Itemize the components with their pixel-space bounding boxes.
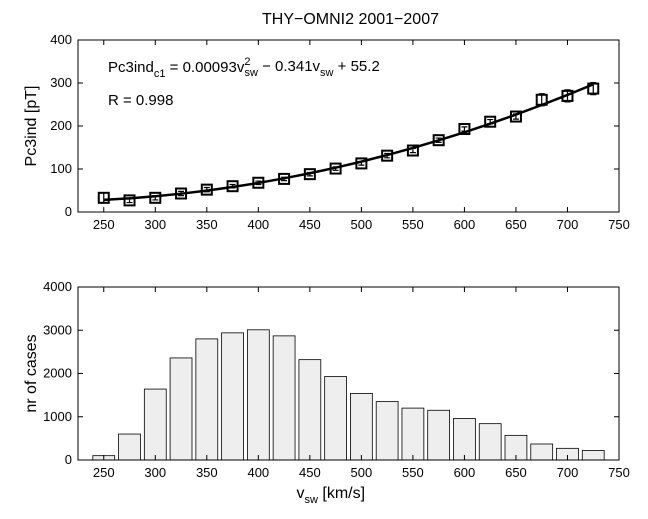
axes-background [78, 40, 619, 212]
bar [530, 443, 554, 461]
x-tick-label: 750 [608, 465, 630, 480]
x-tick-label: 700 [557, 217, 579, 232]
marker [123, 194, 136, 207]
text-part: sw [244, 67, 258, 79]
y-tick-label: 4000 [43, 279, 72, 294]
y-tick-label: 0 [65, 204, 72, 219]
bar [298, 359, 322, 461]
x-tick-label: 650 [505, 217, 527, 232]
x-tick-label: 650 [505, 465, 527, 480]
bar [478, 423, 502, 461]
bar [350, 392, 373, 461]
text-part: R = 0.998 [108, 92, 173, 109]
bar [169, 357, 193, 461]
bar [453, 418, 476, 461]
bar [272, 335, 296, 461]
annotation: Pc3indc1 = 0.00093v2 sw − 0.341vsw + 55.2 [108, 56, 380, 80]
text-part: = 0.00093v [166, 59, 245, 76]
x-tick-label: 700 [557, 465, 579, 480]
y-tick-label: 3000 [43, 322, 72, 337]
bar [581, 450, 605, 461]
x-tick-label: 450 [299, 217, 321, 232]
bar [221, 332, 244, 461]
text-part: v [297, 485, 305, 502]
x-tick-label: 350 [196, 465, 218, 480]
y-tick-label: 300 [50, 75, 72, 90]
bar [375, 401, 399, 461]
x-tick-label: 250 [93, 465, 115, 480]
marker [97, 191, 110, 204]
bar [118, 433, 141, 461]
fit-line [103, 83, 594, 202]
x-tick-label: 300 [144, 465, 166, 480]
chart-title: THY−OMNI2 2001−2007 [262, 11, 439, 28]
x-tick-label: 450 [299, 465, 321, 480]
text-part: sw [320, 67, 334, 79]
axes-background [78, 287, 619, 460]
text-part: [km/s] [318, 485, 365, 502]
x-tick-label: 400 [247, 465, 269, 480]
x-tick-label: 550 [402, 465, 424, 480]
y-tick-label: 200 [50, 118, 72, 133]
text-part: 2 [244, 56, 250, 68]
bar [427, 409, 451, 461]
y-axis-label: Pc3ind [pT] [23, 86, 40, 167]
x-tick-label: 500 [351, 465, 373, 480]
text-part: sw [305, 494, 319, 506]
y-tick-label: 400 [50, 32, 72, 47]
x-tick-label: 400 [247, 217, 269, 232]
text-part: c1 [154, 68, 166, 80]
y-tick-label: 2000 [43, 366, 72, 381]
bar [143, 388, 167, 461]
y-axis-label: nr of cases [23, 334, 40, 412]
x-tick-label: 300 [144, 217, 166, 232]
x-axis-label: vsw [km/s] [297, 485, 366, 506]
x-tick-label: 250 [93, 217, 115, 232]
marker [432, 134, 445, 147]
marker [587, 82, 600, 95]
text-part: − 0.341v [258, 58, 321, 75]
y-tick-label: 100 [50, 161, 72, 176]
text-part: Pc3ind [108, 59, 154, 76]
x-tick-label: 750 [608, 217, 630, 232]
bar [195, 338, 219, 461]
bar [401, 407, 425, 461]
text-part: + 55.2 [334, 58, 380, 75]
x-tick-label: 500 [351, 217, 373, 232]
y-tick-label: 1000 [43, 409, 72, 424]
annotation: R = 0.998 [108, 92, 173, 109]
x-tick-label: 600 [454, 217, 476, 232]
bar [324, 376, 347, 461]
y-tick-label: 0 [65, 452, 72, 467]
marker [458, 123, 471, 136]
x-tick-label: 350 [196, 217, 218, 232]
bar [246, 329, 270, 461]
x-tick-label: 550 [402, 217, 424, 232]
x-tick-label: 600 [454, 465, 476, 480]
